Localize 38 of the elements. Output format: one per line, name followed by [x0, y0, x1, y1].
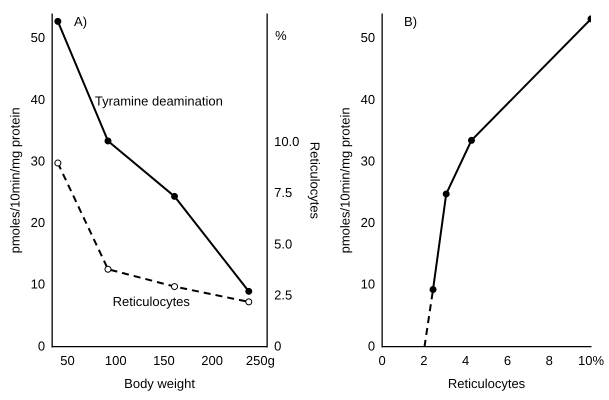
y-tick-label: 40 [360, 92, 376, 107]
y-tick-label: 30 [360, 153, 376, 168]
y-tick-label: 0 [368, 338, 376, 354]
y-tick-label: 10 [360, 276, 376, 292]
y2-tick-label: 7.5 [274, 185, 292, 200]
x-tick-label: 6 [504, 353, 512, 368]
x-axis-title: Reticulocytes [448, 376, 526, 391]
y-tick-label: 50 [360, 30, 376, 46]
x-tick-label: 250g [246, 353, 275, 368]
y-tick-label: 0 [38, 338, 46, 354]
chart-title: A) [74, 14, 88, 30]
x-tick-label: 50 [60, 353, 75, 368]
x-tick-label: 2 [420, 353, 428, 368]
y2-tick-label: 5.0 [274, 236, 292, 252]
y2-tick-label: 0 [274, 338, 282, 354]
x-tick-label: 100 [104, 353, 127, 368]
y-axis-title: pmoles/10min/mg protein [7, 107, 22, 254]
y-tick-label: 40 [30, 92, 46, 107]
x-axis-title: Body weight [124, 376, 196, 391]
x-tick-label: 200 [201, 353, 223, 368]
x-tick-label: 0 [378, 353, 386, 368]
y2-tick-label: 10.0 [274, 134, 300, 150]
x-tick-label: 4 [462, 353, 470, 368]
series-label: Reticulocytes [112, 294, 190, 309]
y-tick-label: 50 [30, 30, 46, 46]
y-tick-label: 20 [30, 215, 46, 230]
y-tick-label: 30 [30, 153, 46, 168]
x-tick-label: 10% [578, 353, 604, 368]
x-tick-label: 8 [546, 353, 553, 368]
y-tick-label: 20 [360, 215, 376, 230]
text: % [275, 28, 288, 44]
series-label: Tyramine deamination [94, 93, 223, 108]
y2-axis-title: Reticulocytes [308, 142, 323, 220]
x-tick-label: 150 [153, 353, 175, 368]
chart-title: B) [404, 14, 418, 30]
y-axis-title: pmoles/10min/mg protein [337, 107, 352, 254]
y-tick-label: 10 [30, 276, 46, 292]
y2-tick-label: 2.5 [274, 287, 292, 302]
